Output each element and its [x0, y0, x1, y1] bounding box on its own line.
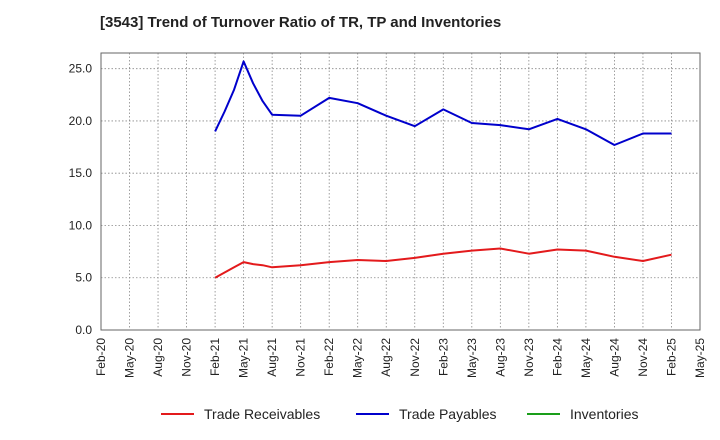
- x-tick-label: Feb-24: [550, 338, 564, 376]
- x-tick-label: Feb-23: [436, 338, 450, 376]
- plot-area: [100, 52, 701, 331]
- x-tick-label: May-25: [693, 338, 707, 378]
- x-tick-label: Aug-20: [151, 338, 165, 377]
- x-tick-label: Feb-25: [664, 338, 678, 376]
- x-tick-label: May-22: [351, 338, 365, 378]
- legend-label-trade-payables: Trade Payables: [399, 406, 497, 422]
- x-tick-label: Nov-21: [294, 338, 308, 377]
- x-tick-label: May-23: [465, 338, 479, 378]
- chart-title: [3543] Trend of Turnover Ratio of TR, TP…: [100, 14, 502, 31]
- x-tick-label: Aug-22: [379, 338, 393, 377]
- x-tick-label: Nov-23: [522, 338, 536, 377]
- y-tick-label: 15.0: [69, 166, 93, 180]
- x-tick-label: May-20: [123, 338, 137, 378]
- x-tick-label: Aug-21: [265, 338, 279, 377]
- legend-label-trade-receivables: Trade Receivables: [204, 406, 320, 422]
- x-tick-label: May-21: [237, 338, 251, 378]
- plot-frame: [100, 52, 701, 331]
- x-tick-label: Feb-21: [208, 338, 222, 376]
- y-tick-label: 20.0: [69, 114, 93, 128]
- x-tick-label: May-24: [579, 338, 593, 378]
- x-tick-label: Nov-24: [636, 338, 650, 377]
- x-tick-label: Aug-23: [493, 338, 507, 377]
- x-tick-label: Feb-22: [322, 338, 336, 376]
- series-line-trade-payables: [214, 60, 672, 146]
- y-tick-label: 10.0: [69, 218, 93, 232]
- y-tick-label: 25.0: [69, 62, 93, 76]
- x-tick-label: Nov-22: [408, 338, 422, 377]
- x-tick-label: Feb-20: [94, 338, 108, 376]
- x-tick-label: Aug-24: [607, 338, 621, 377]
- series-line-trade-receivables: [214, 247, 672, 279]
- y-tick-label: 0.0: [75, 323, 92, 337]
- legend-label-inventories: Inventories: [570, 406, 638, 422]
- y-tick-label: 5.0: [75, 271, 92, 285]
- x-tick-label: Nov-20: [180, 338, 194, 377]
